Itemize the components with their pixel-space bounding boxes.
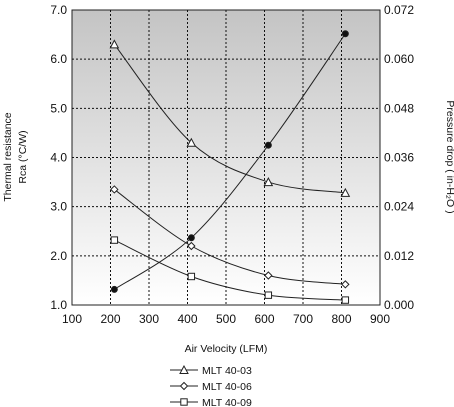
data-point-series-3 (187, 272, 196, 281)
data-point-series-4 (341, 30, 349, 38)
data-point-series-3 (264, 291, 273, 299)
x-tick-label: 300 (139, 312, 159, 326)
legend-label: MLT 40-06 (202, 381, 252, 393)
data-point-series-1 (263, 177, 274, 187)
x-tick-label: 500 (216, 312, 236, 326)
y-left-tick-label: 4.0 (50, 151, 67, 165)
data-point-series-2 (110, 185, 119, 194)
x-tick-label: 200 (100, 312, 120, 326)
y-axis-left-title-line2: Rca (°C/W) (17, 130, 29, 183)
y-right-tick-label: 0.060 (384, 52, 414, 66)
x-tick-label: 600 (254, 312, 274, 326)
data-point-series-4 (187, 234, 195, 242)
y-right-tick-label: 0.048 (384, 101, 414, 115)
data-point-series-1 (340, 187, 351, 197)
data-point-series-1 (109, 39, 120, 49)
y-right-tick-label: 0.072 (384, 3, 414, 17)
legend-label: MLT 40-09 (202, 397, 252, 407)
y-left-tick-label: 3.0 (50, 200, 67, 214)
legend-marker (179, 381, 189, 391)
y-axis-right-title: Pressure drop ( in-H₂O ) (444, 100, 454, 213)
x-tick-label: 800 (331, 312, 351, 326)
y-right-tick-label: 0.024 (384, 200, 414, 214)
y-right-tick-label: 0.000 (384, 298, 414, 312)
x-tick-label: 400 (177, 312, 197, 326)
legend: MLT 40-03 MLT 40-06 MLT 40-09 (170, 364, 252, 407)
x-tick-label: 700 (293, 312, 313, 326)
series-line-1 (113, 44, 346, 194)
data-point-series-4 (264, 141, 272, 149)
tick-labels: 100 200 300 400 500 600 700 800 900 1.0 2.0 3.0 4.0 5… (50, 3, 414, 326)
y-right-tick-label: 0.036 (384, 151, 414, 165)
data-point-series-4 (110, 285, 118, 293)
series-line-3 (114, 239, 346, 301)
data-point-series-2 (264, 271, 273, 280)
legend-marker (180, 398, 188, 406)
data-point-series-1 (186, 137, 197, 147)
data-point-series-3 (110, 236, 119, 244)
y-right-tick-label: 0.012 (384, 249, 414, 263)
y-left-tick-label: 6.0 (50, 52, 67, 66)
x-tick-label: 900 (370, 312, 390, 326)
y-axis-left-title-line1: Thermal resistance (2, 112, 14, 201)
data-point-series-2 (187, 241, 196, 251)
y-left-tick-label: 1.0 (50, 298, 67, 312)
y-left-tick-label: 2.0 (50, 249, 67, 263)
y-left-tick-label: 7.0 (50, 3, 67, 17)
legend-label: MLT 40-03 (202, 365, 252, 377)
x-tick-label: 100 (62, 312, 82, 326)
legend-marker (179, 364, 189, 374)
data-point-series-3 (341, 296, 350, 304)
series-line-4 (114, 33, 346, 290)
x-axis-title: Air Velocity (LFM) (185, 343, 268, 355)
y-left-tick-label: 5.0 (50, 101, 67, 115)
data-point-series-2 (341, 280, 350, 289)
series-layer (109, 30, 351, 304)
grid-lines (72, 10, 380, 305)
series-line-2 (114, 189, 346, 285)
